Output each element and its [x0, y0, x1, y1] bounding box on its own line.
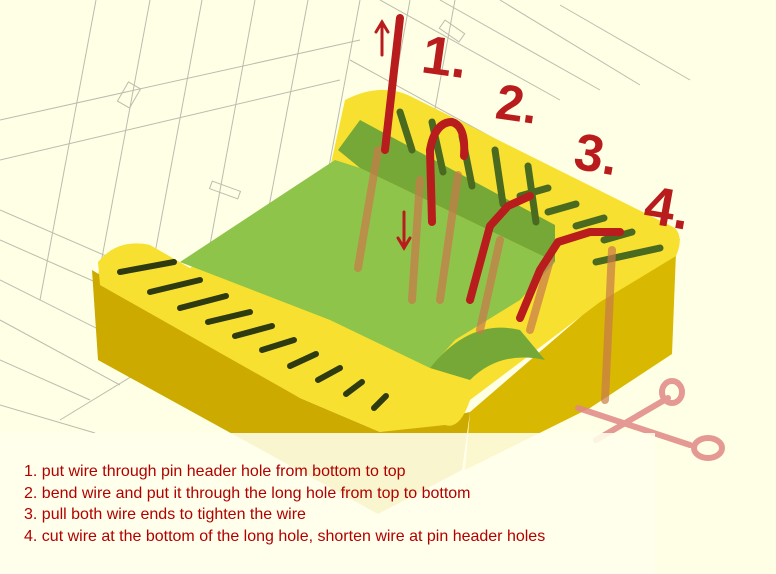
instruction-step-1: 1. put wire through pin header hole from… [24, 463, 406, 480]
instructions-list: 1. put wire through pin header hole from… [0, 433, 655, 547]
down-arrow-icon [396, 210, 412, 251]
instruction-step-4: 4. cut wire at the bottom of the long ho… [24, 527, 546, 545]
step-label-4: 4. [640, 175, 695, 242]
step-label-3: 3. [570, 123, 623, 188]
part-right-wall [465, 252, 676, 470]
instructions-panel: 1. put wire through pin header hole from… [0, 433, 655, 574]
step-labels: 1. 2. 3. 4. [418, 24, 694, 241]
step-label-1: 1. [418, 24, 471, 90]
instruction-step-2: 2. bend wire and put it through the long… [24, 484, 471, 502]
part-cutout-wall [430, 327, 545, 380]
wire-hidden [354, 146, 616, 404]
up-arrow-icon [374, 19, 390, 57]
step-label-2: 2. [492, 73, 541, 134]
wire [381, 14, 624, 322]
part-floor-shade [338, 120, 555, 262]
front-slots [117, 259, 389, 411]
part-floor [180, 160, 555, 368]
instruction-step-3: 3. pull both wire ends to tighten the wi… [24, 506, 306, 523]
